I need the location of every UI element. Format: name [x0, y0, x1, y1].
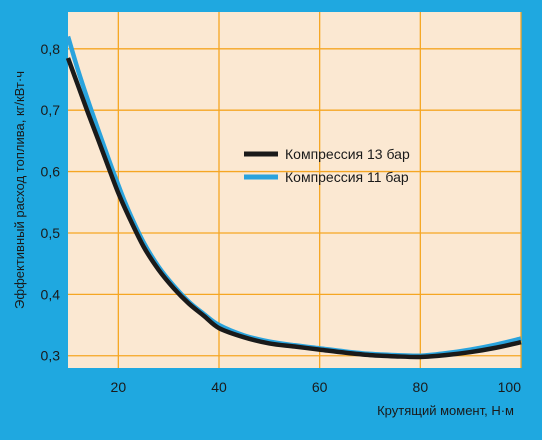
legend-label-1: Компрессия 13 бар	[285, 146, 410, 162]
series-line-1	[65, 57, 522, 360]
grid	[68, 12, 522, 368]
y-tick-label: 0,5	[41, 225, 61, 241]
y-tick-label: 0,7	[41, 102, 61, 118]
y-axis-ticks: 0,3 0,4 0,5 0,6 0,7 0,8	[41, 41, 61, 364]
x-tick-label: 80	[413, 379, 429, 395]
y-tick-label: 0,4	[41, 286, 61, 302]
series-group	[65, 35, 522, 360]
y-tick-label: 0,6	[41, 164, 61, 180]
x-tick-label: 40	[211, 379, 227, 395]
x-tick-label: 20	[111, 379, 127, 395]
x-axis-ticks: 20 40 60 80 100	[111, 379, 522, 395]
x-tick-label: 60	[312, 379, 328, 395]
y-tick-label: 0,3	[41, 348, 61, 364]
y-tick-label: 0,8	[41, 41, 61, 57]
y-axis-label: Эффективный расход топлива, кг/кВт·ч	[12, 71, 27, 309]
x-axis-label: Крутящий момент, Н·м	[377, 403, 514, 418]
legend-label-2: Компрессия 11 бар	[285, 169, 409, 185]
plot-area	[68, 12, 521, 368]
x-tick-label: 100	[498, 379, 522, 395]
legend: Компрессия 13 бар Компрессия 11 бар	[244, 146, 410, 185]
